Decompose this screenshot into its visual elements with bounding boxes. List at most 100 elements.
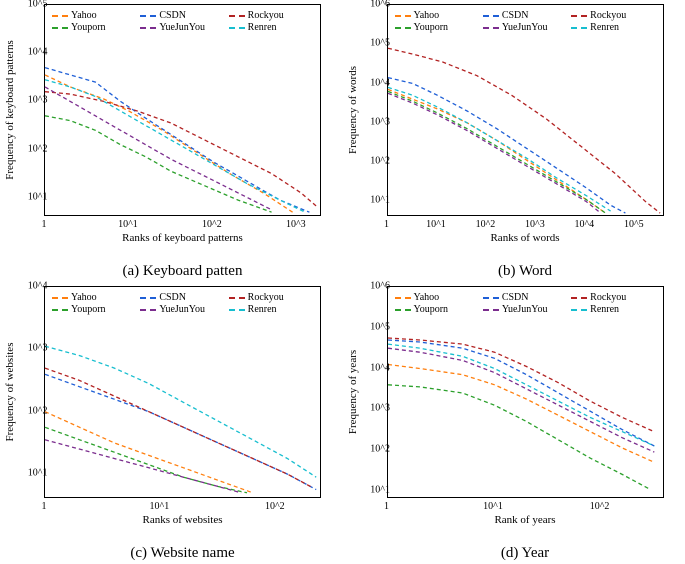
legend-item-rockyou: Rockyou: [229, 10, 313, 21]
legend-item-csdn: CSDN: [483, 292, 567, 303]
legend-item-yuejunyou: YueJunYou: [483, 304, 567, 315]
panel-caption: (b) Word: [498, 263, 552, 280]
xtick: 10^1: [118, 219, 138, 230]
y-axis-label: Frequency of websites: [4, 286, 16, 498]
xtick: 10^1: [483, 501, 503, 512]
legend-swatch: [571, 309, 587, 311]
legend-swatch: [229, 27, 245, 29]
legend-item-youporn: Youporn: [395, 22, 479, 33]
legend-item-renren: Renren: [229, 304, 313, 315]
panel-caption: (d) Year: [501, 545, 549, 562]
plot-area: Yahoo CSDN Rockyou Youporn YueJunYou Renren: [387, 286, 664, 498]
xtick: 1: [384, 219, 389, 230]
legend-label: Yahoo: [71, 292, 97, 303]
legend-label: Yahoo: [414, 10, 440, 21]
panel-caption: (c) Website name: [130, 545, 234, 562]
legend: Yahoo CSDN Rockyou Youporn YueJunYou Renren: [391, 290, 660, 317]
legend-item-renren: Renren: [571, 304, 655, 315]
legend-item-renren: Renren: [229, 22, 313, 33]
legend-swatch: [52, 15, 68, 17]
xtick: 10^3: [286, 219, 306, 230]
series-yahoo: [388, 89, 606, 213]
series-lines: [388, 5, 663, 215]
legend-label: Rockyou: [248, 292, 284, 303]
plot-area: Yahoo CSDN Rockyou Youporn YueJunYou Renren: [44, 4, 321, 216]
legend-swatch: [571, 297, 587, 299]
series-yahoo: [45, 412, 253, 493]
legend-swatch: [571, 27, 587, 29]
legend-swatch: [229, 15, 245, 17]
xtick: 1: [42, 501, 47, 512]
legend: Yahoo CSDN Rockyou Youporn YueJunYou Renren: [48, 290, 317, 317]
series-yahoo: [45, 75, 293, 212]
legend-item-youporn: Youporn: [52, 22, 136, 33]
legend-item-renren: Renren: [571, 22, 655, 33]
legend-item-csdn: CSDN: [140, 292, 224, 303]
legend: Yahoo CSDN Rockyou Youporn YueJunYou Renren: [48, 8, 317, 35]
legend-label: Renren: [590, 22, 619, 33]
legend-label: CSDN: [159, 292, 186, 303]
legend-item-csdn: CSDN: [140, 10, 224, 21]
y-axis-label: Frequency of words: [347, 4, 359, 216]
x-axis-label: Ranks of websites: [142, 514, 222, 526]
legend-label: Renren: [590, 304, 619, 315]
xtick: 10^2: [476, 219, 496, 230]
legend-label: YueJunYou: [502, 304, 548, 315]
legend-item-youporn: Youporn: [395, 304, 479, 315]
legend-label: Renren: [248, 304, 277, 315]
xtick: 10^3: [525, 219, 545, 230]
legend-swatch: [140, 309, 156, 311]
xtick: 10^5: [624, 219, 644, 230]
x-axis-label: Rank of years: [494, 514, 555, 526]
xtick: 10^1: [426, 219, 446, 230]
plot-area: YahooCSDNRockyouYoupornYueJunYouRenren: [387, 4, 664, 216]
legend-label: YueJunYou: [159, 304, 205, 315]
series-yuejunyou: [45, 87, 272, 210]
series-youporn: [388, 385, 649, 489]
xtick: 10^4: [574, 219, 594, 230]
series-youporn: [388, 91, 606, 213]
legend-swatch: [483, 309, 499, 311]
legend-item-rockyou: Rockyou: [229, 292, 313, 303]
x-axis-label: Ranks of words: [490, 232, 559, 244]
legend-item-csdn: CSDN: [483, 10, 567, 21]
legend-label: YueJunYou: [159, 22, 205, 33]
x-axis-label: Ranks of keyboard patterns: [122, 232, 243, 244]
series-rockyou: [388, 48, 660, 213]
legend-label: CSDN: [502, 10, 529, 21]
panel-caption: (a) Keyboard patten: [123, 263, 243, 280]
legend-label: CSDN: [502, 292, 529, 303]
panel-a: YahooCSDNRockyouYoupornYueJunYouRenren11…: [0, 0, 343, 282]
legend-item-rockyou: Rockyou: [571, 10, 655, 21]
legend-item-yuejunyou: YueJunYou: [140, 304, 224, 315]
legend-swatch: [395, 15, 411, 17]
legend-item-yahoo: Yahoo: [395, 292, 479, 303]
legend-label: Rockyou: [248, 10, 284, 21]
legend-swatch: [483, 27, 499, 29]
legend-label: Youporn: [71, 304, 106, 315]
series-lines: [45, 287, 320, 497]
series-lines: [45, 5, 320, 215]
series-youporn: [45, 116, 272, 212]
legend-item-yahoo: Yahoo: [52, 292, 136, 303]
legend-label: Youporn: [71, 22, 106, 33]
xtick: 10^2: [202, 219, 222, 230]
legend-label: Youporn: [414, 22, 449, 33]
legend-swatch: [140, 297, 156, 299]
legend-swatch: [395, 27, 411, 29]
legend-item-rockyou: Rockyou: [571, 292, 655, 303]
xtick: 10^2: [265, 501, 285, 512]
legend-label: Yahoo: [71, 10, 97, 21]
y-axis-label: Frequency of years: [347, 286, 359, 498]
legend-swatch: [52, 27, 68, 29]
xtick: 10^1: [150, 501, 170, 512]
y-axis-label: Frequency of keyboard patterns: [4, 4, 16, 216]
legend-swatch: [52, 297, 68, 299]
legend-item-youporn: Youporn: [52, 304, 136, 315]
series-rockyou: [388, 338, 654, 432]
series-yahoo: [388, 365, 654, 463]
legend-swatch: [229, 297, 245, 299]
legend-swatch: [483, 15, 499, 17]
legend: YahooCSDNRockyouYoupornYueJunYouRenren: [391, 8, 660, 35]
legend-label: Rockyou: [590, 10, 626, 21]
